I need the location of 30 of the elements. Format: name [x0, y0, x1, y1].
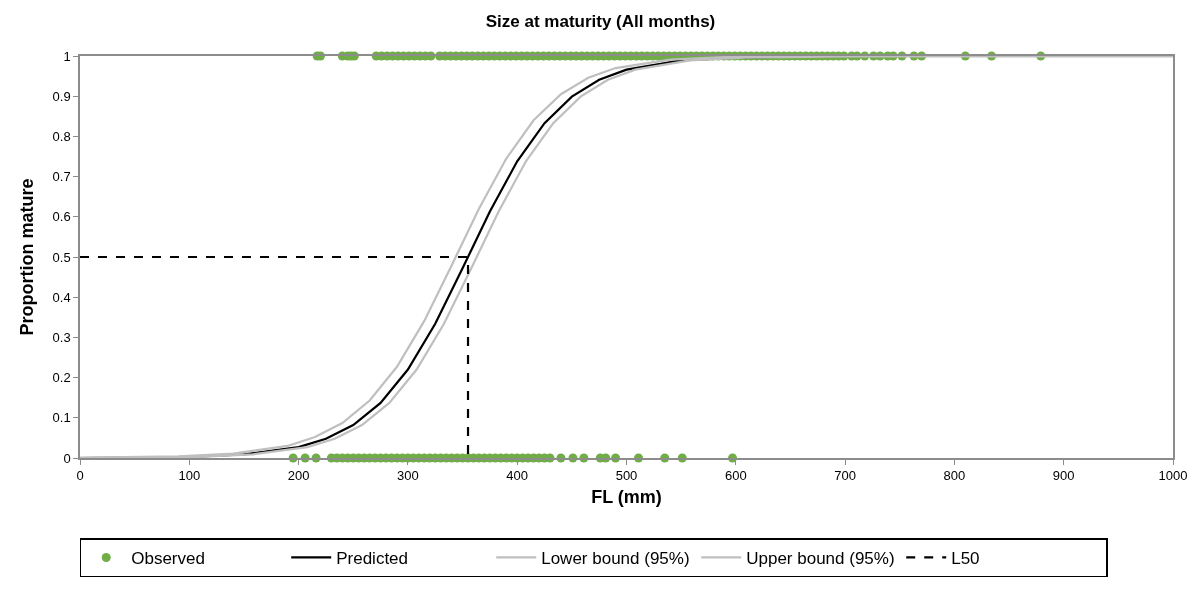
y-tick-label: 0.5 [52, 249, 71, 265]
x-tick-label: 700 [834, 468, 856, 484]
y-axis-title: Proportion mature [17, 178, 38, 336]
y-tick-label: 0.1 [52, 410, 71, 426]
x-tick-label: 0 [76, 468, 84, 484]
y-tick-label: 0.8 [52, 128, 71, 144]
y-tick-label: 0.3 [52, 329, 71, 345]
legend-label: Predicted [336, 549, 409, 569]
y-tick-label: 0.9 [52, 88, 71, 104]
legend-label: Observed [131, 549, 205, 569]
y-tick-label: 0.7 [52, 169, 71, 185]
x-axis-title: FL (mm) [591, 486, 662, 507]
y-tick-label: 0.2 [52, 370, 71, 386]
x-tick-label: 600 [724, 468, 747, 484]
legend-label: Lower bound (95%) [541, 549, 690, 569]
x-tick-label: 500 [615, 468, 638, 484]
y-tick-label: 0.4 [52, 289, 71, 305]
legend-label: L50 [951, 549, 980, 569]
y-tick-label: 0.6 [52, 209, 71, 225]
y-tick-label: 0 [63, 450, 71, 466]
x-tick-label: 200 [287, 468, 310, 484]
x-tick-label: 1000 [1158, 468, 1188, 484]
chart-title: Size at maturity (All months) [485, 11, 716, 31]
x-tick-label: 300 [397, 468, 419, 484]
y-tick-label: 1 [63, 48, 71, 64]
x-tick-label: 100 [178, 468, 201, 484]
x-tick-label: 900 [1052, 468, 1075, 484]
x-tick-label: 800 [943, 468, 966, 484]
x-tick-label: 400 [506, 468, 529, 484]
legend-label: Upper bound (95%) [746, 549, 895, 569]
